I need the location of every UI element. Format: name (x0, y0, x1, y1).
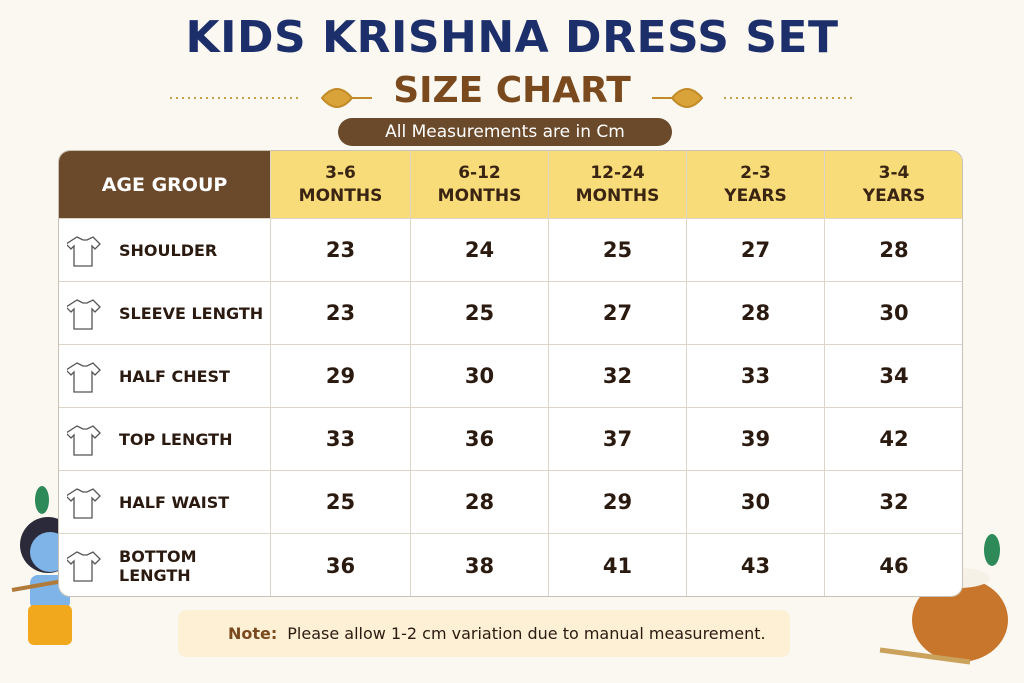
corner-header: AGE GROUP (59, 151, 271, 219)
row-label: SLEEVE LENGTH (119, 303, 264, 323)
table-cell: 25 (271, 471, 411, 534)
table-cell: 28 (411, 471, 549, 534)
icon (64, 485, 103, 525)
row-header: BOTTOM LENGTH (59, 534, 271, 596)
column-range: 12-24 (590, 162, 645, 183)
unit-note: All Measurements are in Cm (338, 118, 672, 146)
icon (64, 359, 103, 399)
column-range: 3-4 (878, 162, 910, 183)
garment-icon (64, 235, 101, 267)
garment-icon (64, 551, 101, 582)
icon (64, 233, 103, 273)
table-cell: 27 (687, 219, 825, 282)
column-header: 3-4 YEARS (825, 151, 962, 219)
column-range: 6-12 (458, 162, 501, 183)
row-label: HALF CHEST (119, 366, 230, 386)
table-cell: 36 (411, 408, 549, 471)
column-header: 6-12 MONTHS (411, 151, 549, 219)
column-unit: YEARS (724, 185, 787, 206)
table-cell: 24 (411, 219, 549, 282)
garment-icon (64, 424, 101, 456)
table-cell: 34 (825, 345, 962, 408)
table-cell: 29 (549, 471, 687, 534)
row-header: HALF CHEST (59, 345, 271, 408)
table-cell: 30 (687, 471, 825, 534)
note-box: Note: Please allow 1-2 cm variation due … (178, 610, 790, 657)
column-header: 2-3 YEARS (687, 151, 825, 219)
table-cell: 37 (549, 408, 687, 471)
column-unit: MONTHS (575, 185, 660, 206)
row-header: SLEEVE LENGTH (59, 282, 271, 345)
row-header: HALF WAIST (59, 471, 271, 534)
column-unit: MONTHS (298, 185, 383, 206)
row-header: TOP LENGTH (59, 408, 271, 471)
column-header: 12-24 MONTHS (549, 151, 687, 219)
title: KIDS KRISHNA DRESS SET (185, 12, 839, 63)
table-cell: 41 (549, 534, 687, 596)
table-cell: 32 (549, 345, 687, 408)
table-cell: 30 (825, 282, 962, 345)
table-cell: 42 (825, 408, 962, 471)
table-cell: 28 (825, 219, 962, 282)
note-label: Note: (228, 624, 278, 643)
garment-icon (64, 361, 101, 393)
table-cell: 38 (411, 534, 549, 596)
subtitle: SIZE CHART (393, 70, 631, 111)
row-label: BOTTOM LENGTH (119, 546, 197, 585)
table-cell: 25 (411, 282, 549, 345)
column-range: 2-3 (740, 162, 771, 183)
table-cell: 46 (825, 534, 962, 596)
table-cell: 30 (411, 345, 549, 408)
table-cell: 29 (271, 345, 411, 408)
icon (64, 296, 103, 336)
row-header: SHOULDER (59, 219, 271, 282)
column-header: 3-6 MONTHS (271, 151, 411, 219)
table-cell: 23 (271, 282, 411, 345)
column-unit: YEARS (862, 185, 926, 206)
table-cell: 32 (825, 471, 962, 534)
table-cell: 43 (687, 534, 825, 596)
table-cell: 25 (549, 219, 687, 282)
column-range: 3-6 (325, 162, 356, 183)
table-cell: 36 (271, 534, 411, 596)
row-label: HALF WAIST (119, 492, 230, 512)
table-cell: 27 (549, 282, 687, 345)
table-cell: 23 (271, 219, 411, 282)
row-label: TOP LENGTH (119, 429, 233, 449)
row-label: SHOULDER (119, 240, 218, 260)
icon (64, 422, 103, 462)
table-cell: 39 (687, 408, 825, 471)
icon (64, 548, 103, 588)
column-unit: MONTHS (437, 185, 522, 206)
table-cell: 28 (687, 282, 825, 345)
table-cell: 33 (687, 345, 825, 408)
garment-icon (64, 298, 101, 330)
size-table: AGE GROUP 3-6 MONTHS 6-12 MONTHS 12-24 MONTHS 2… (58, 150, 963, 597)
garment-icon (64, 487, 101, 519)
table-cell: 33 (271, 408, 411, 471)
note-text: Please allow 1-2 cm variation due to man… (287, 624, 766, 643)
